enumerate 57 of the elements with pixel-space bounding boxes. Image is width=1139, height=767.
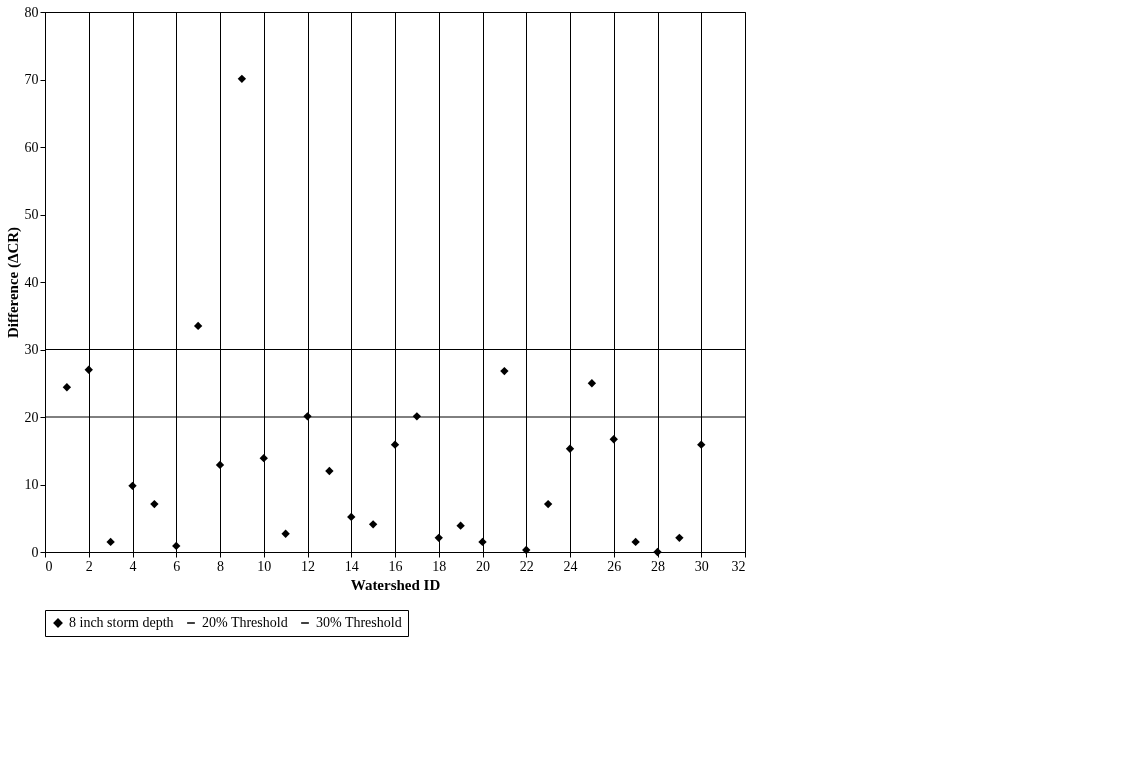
point — [543, 499, 553, 509]
point — [456, 521, 465, 530]
point — [193, 321, 203, 331]
point — [587, 379, 597, 388]
y-tick-label: 70 — [24, 72, 39, 87]
y-tick-label: 60 — [24, 139, 39, 155]
point — [150, 499, 159, 509]
point — [675, 533, 684, 543]
x-tick-label: 12 — [301, 558, 315, 574]
point — [697, 440, 706, 449]
point — [281, 529, 290, 538]
point — [434, 533, 443, 543]
point — [325, 466, 334, 476]
y-tick-label: 20 — [24, 409, 39, 425]
point — [631, 537, 640, 547]
legend-label: 8 inch storm depth — [69, 615, 174, 630]
x-tick-label: 24 — [563, 558, 578, 574]
point — [259, 453, 268, 463]
point — [106, 537, 115, 547]
x-tick-label: 32 — [731, 558, 746, 574]
point — [609, 435, 618, 444]
point — [172, 541, 181, 551]
point — [215, 460, 225, 470]
x-tick-label: 4 — [129, 558, 137, 574]
y-tick-label: 10 — [24, 477, 39, 492]
x-tick-label: 26 — [607, 558, 622, 574]
x-tick-label: 30 — [694, 558, 709, 574]
x-tick-label: 6 — [173, 558, 181, 574]
point — [347, 512, 356, 522]
point — [128, 481, 137, 491]
x-axis-title: Watershed ID — [350, 576, 441, 593]
point — [478, 537, 487, 547]
y-tick-label: 0 — [31, 544, 39, 560]
x-tick-label: 8 — [217, 558, 224, 574]
point — [62, 383, 72, 392]
x-tick-label: 0 — [45, 558, 53, 574]
legend-label: 30% Threshold — [316, 615, 402, 630]
x-tick-label: 22 — [519, 558, 534, 574]
point — [390, 440, 400, 449]
point — [368, 520, 378, 529]
y-tick-label: 50 — [24, 207, 39, 222]
x-tick-label: 28 — [651, 558, 665, 574]
y-tick-label: 80 — [24, 4, 39, 20]
legend-label: 20% Threshold — [202, 615, 288, 630]
x-tick-label: 16 — [388, 558, 403, 574]
x-tick-label: 14 — [344, 558, 359, 574]
y-tick-label: 30 — [24, 342, 39, 357]
x-tick-label: 2 — [85, 558, 93, 574]
x-tick-label: 10 — [257, 558, 272, 574]
x-tick-label: 18 — [432, 558, 447, 574]
point — [84, 365, 93, 374]
point — [237, 74, 247, 84]
point — [565, 444, 575, 453]
point — [500, 366, 509, 376]
x-tick-label: 20 — [476, 558, 490, 574]
y-tick-label: 40 — [24, 274, 39, 290]
y-axis-title: Difference (ΔCR) — [4, 226, 22, 339]
